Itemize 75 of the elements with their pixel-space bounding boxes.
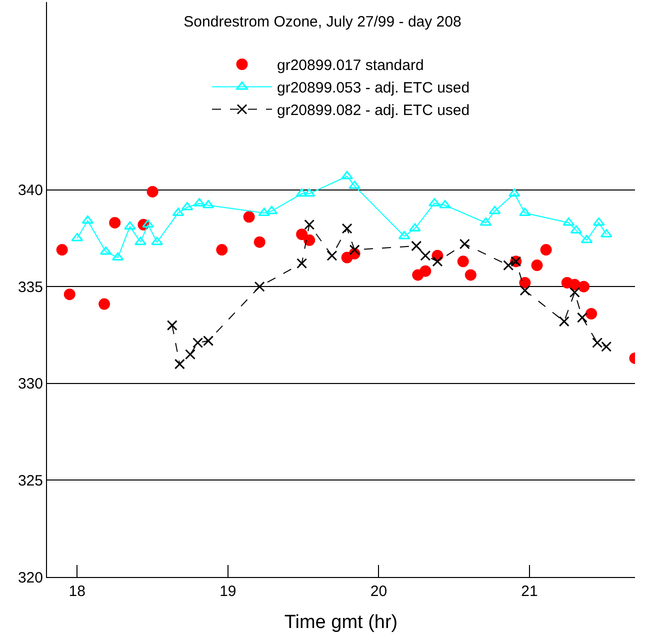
point [341,170,353,180]
point [64,288,76,300]
point [216,244,228,256]
point [562,217,575,226]
point [71,232,84,242]
point [480,217,492,226]
point [296,258,308,269]
point [266,206,278,214]
point [432,256,443,267]
point [342,223,352,234]
point [580,234,593,244]
point [172,208,184,216]
point [519,276,531,288]
point [459,238,470,250]
point [258,208,270,216]
y-tick-label: 320 [18,569,43,586]
point [457,256,469,268]
y-tick-label: 340 [18,182,43,200]
point [254,236,266,248]
point [303,188,316,197]
point [146,186,158,198]
point [569,287,580,298]
x-tick-label: 18 [68,583,86,600]
point [56,244,68,256]
point [408,223,421,232]
point [518,208,531,216]
point [428,198,440,206]
point [304,219,315,230]
point [520,285,530,296]
point [420,250,431,261]
point [174,358,185,370]
point [508,188,520,197]
point [531,260,543,272]
text: Sondrestrom Ozone, July 27/99 - day 208 [184,13,462,30]
point [142,219,154,228]
point [254,281,265,292]
point [112,252,124,261]
point [326,250,338,261]
y-tick-label: 335 [18,278,43,296]
legend-label: gr20899.017 standard [277,57,424,74]
point [184,349,196,360]
point [166,320,178,331]
point [98,298,110,310]
point [296,188,308,197]
point [586,308,598,320]
point [439,200,451,208]
point [134,236,146,246]
point [151,236,164,246]
point [124,221,136,230]
point [558,316,570,327]
point [304,234,316,246]
point [109,216,121,228]
x-axis-title: Time gmt (hr) [284,612,398,633]
point [181,202,194,210]
point [411,240,422,252]
y-tick-label: 325 [18,472,43,490]
point [349,244,360,256]
x-tick-label: 20 [370,583,388,600]
point [243,211,255,223]
x-tick-label: 19 [220,583,236,600]
x-tick-label: 21 [521,583,538,600]
point [540,244,552,256]
legend-label: gr20899.082 - adj. ETC used [277,102,470,120]
point [296,228,308,240]
point [503,260,514,271]
point [578,280,590,292]
point [464,269,476,281]
point [420,265,432,277]
point [592,337,603,348]
point [576,312,588,323]
y-tick-label: 330 [18,376,43,393]
legend-label: gr20899.053 - adj. ETC used [277,80,470,97]
point [488,206,501,214]
point [592,217,605,226]
point [601,341,612,352]
